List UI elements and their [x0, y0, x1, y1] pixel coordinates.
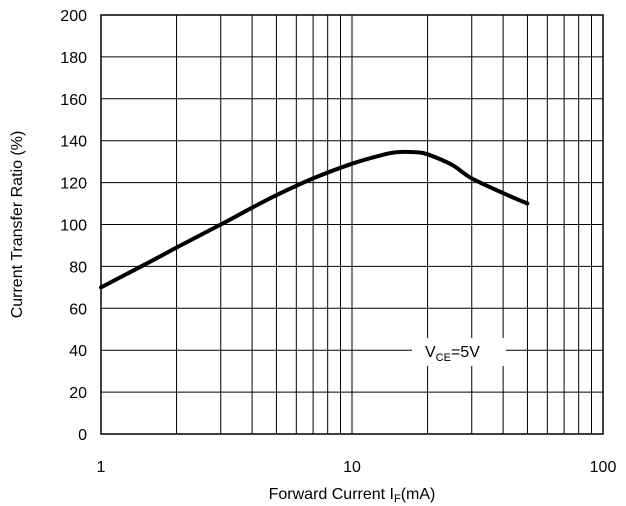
y-tick-label: 0	[78, 427, 87, 444]
annotation-sub: CE	[436, 352, 451, 364]
y-tick-label: 20	[69, 385, 87, 402]
y-tick-label: 60	[69, 301, 87, 318]
y-tick-label: 200	[60, 8, 87, 25]
series-line	[99, 149, 530, 290]
y-tick-label: 40	[69, 343, 87, 360]
x-tick-label: 100	[590, 459, 617, 476]
y-tick-labels: 0 20 40 60 80 100 120 140 160 180 200	[60, 8, 87, 444]
annotation-vce: VCE=5V	[412, 338, 506, 366]
y-tick-label: 100	[60, 218, 87, 235]
x-tick-labels: 1 10 100	[97, 459, 617, 476]
annotation-rest: =5V	[451, 344, 480, 361]
x-tick-label: 1	[97, 459, 106, 476]
y-tick-label: 160	[60, 92, 87, 109]
y-tick-label: 80	[69, 259, 87, 276]
y-tick-label: 180	[60, 50, 87, 67]
x-axis-title: Forward Current IF(mA)	[269, 486, 436, 505]
x-axis-title-unit: (mA)	[401, 486, 436, 503]
y-tick-label: 140	[60, 134, 87, 151]
annotation-text: VCE=5V	[425, 344, 480, 364]
plot-frame	[100, 14, 604, 435]
y-tick-label: 120	[60, 176, 87, 193]
y-axis-title: Current Transfer Ratio (%)	[9, 131, 26, 319]
x-axis-title-sub: F	[394, 493, 401, 505]
grid	[101, 15, 603, 434]
annotation-background	[412, 338, 506, 366]
x-tick-label: 10	[343, 459, 361, 476]
annotation-main: V	[425, 344, 436, 361]
x-axis-title-main: Forward Current I	[269, 486, 394, 503]
